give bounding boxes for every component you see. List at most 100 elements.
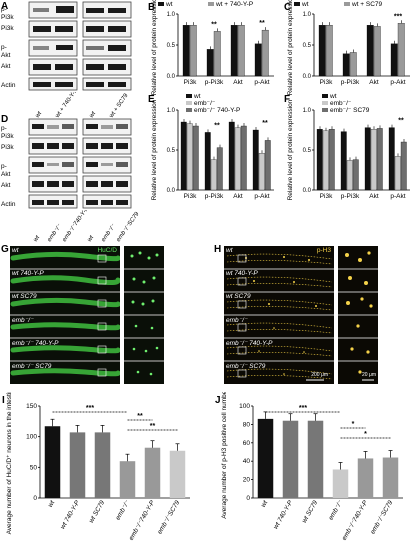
chart-f-legend-label: emb⁻/⁻ xyxy=(330,100,352,107)
chart-f-bar xyxy=(322,130,329,191)
chart-b-bar xyxy=(230,25,238,77)
chart-e-y-tick-label: 1.0 xyxy=(167,108,176,114)
chart-j-bar xyxy=(282,420,299,498)
chart-e-bar xyxy=(228,121,235,191)
chart-e-bar xyxy=(204,132,211,191)
micrograph-h-insets: 20 μm xyxy=(338,246,378,384)
chart-b-bar xyxy=(189,25,197,77)
chart-c-legend-swatch xyxy=(294,2,300,6)
chart-c-y-label: Relative level of protein expression xyxy=(287,0,294,95)
chart-f-bar xyxy=(316,129,323,191)
wb-d-row-label: Pi3k xyxy=(1,144,14,151)
chart-b-bar xyxy=(213,31,221,77)
chart-j-bar xyxy=(257,418,274,498)
micrograph-g-main: wt wt 740-Y-P wt SC79 emb⁻/⁻ emb⁻/⁻ 740-… xyxy=(10,246,120,384)
chart-i-y-tick-label: 150 xyxy=(26,403,37,410)
micrograph-h-scale-label: 200 μm xyxy=(311,372,328,378)
chart-e-significance-marker: ** xyxy=(214,122,220,129)
chart-f-legend-swatch xyxy=(322,94,328,98)
chart-i-bar xyxy=(94,432,111,498)
chart-c-bar xyxy=(397,23,405,77)
chart-j-y-tick-label: 80 xyxy=(243,421,251,428)
chart-b-x-tick-label: p-Pi3k xyxy=(205,79,224,86)
wb-a-row-label: p-Pi3k xyxy=(1,6,14,21)
chart-b-y-tick-label: 0.5 xyxy=(167,43,176,49)
wb-a-row-label: Akt xyxy=(1,63,11,70)
chart-b-y-tick-label: 1.0 xyxy=(167,12,176,18)
chart-f-legend-label: wt xyxy=(329,93,337,100)
chart-i-bar xyxy=(144,447,161,498)
chart-j-x-tick-label: wt SC79 xyxy=(301,499,320,524)
chart-e-bar xyxy=(216,147,223,191)
wb-d-lane-label: emb⁻/⁻SC79 xyxy=(116,211,141,243)
chart-f-bar xyxy=(376,128,383,191)
micrograph-g-inset-cells xyxy=(124,251,164,376)
micrograph-g-label: wt SC79 xyxy=(12,293,37,300)
chart-e: E 0.0 0.5 1.0 Relative level of protein expr… xyxy=(148,93,274,200)
panel-label-a: A xyxy=(1,1,9,12)
chart-i-x-tick-label: emb⁻/⁻ xyxy=(115,499,132,521)
chart-e-significance-marker: ** xyxy=(262,120,268,127)
micrograph-h-label: emb⁻/⁻ xyxy=(226,317,248,324)
chart-c-y-tick-label: 1.0 xyxy=(303,12,312,18)
chart-e-bar xyxy=(186,123,193,191)
chart-f-y-tick-label: 0.0 xyxy=(303,188,312,194)
micrograph-h-label: wt SC79 xyxy=(226,293,251,300)
chart-e-y-tick-label: 0.0 xyxy=(167,188,176,194)
chart-e-legend-swatch xyxy=(186,108,192,112)
chart-b-bar xyxy=(261,29,269,77)
chart-j-bar xyxy=(357,458,374,498)
chart-c-x-tick-label: Akt xyxy=(369,79,379,86)
chart-j-bar xyxy=(382,457,399,498)
wb-a-row-label: Actin xyxy=(1,82,16,89)
chart-e-y-tick-label: 0.5 xyxy=(167,148,176,154)
chart-j-x-tick-label: emb⁻/⁻SC79 xyxy=(369,499,394,535)
chart-i-x-tick-label: wt xyxy=(47,498,57,508)
micrograph-h-label: wt 740-Y-P xyxy=(226,270,258,277)
chart-f-significance-marker: ** xyxy=(398,118,404,125)
micrograph-g-label: emb⁻/⁻ xyxy=(12,317,34,324)
chart-f-bar xyxy=(328,129,335,191)
chart-c-bar xyxy=(349,52,357,77)
chart-b-bar xyxy=(182,25,190,77)
micrograph-h-label: wt xyxy=(226,247,233,254)
chart-i-y-tick-label: 100 xyxy=(26,434,37,441)
chart-j-significance-marker: * xyxy=(352,421,355,428)
chart-j-y-tick-label: 20 xyxy=(243,477,251,484)
chart-j-y-label: Average number of p-H3 positive cell num… xyxy=(221,392,228,519)
chart-i-x-tick-label: emb⁻/⁻740-Y-P xyxy=(128,499,157,542)
chart-c-x-tick-label: p-Akt xyxy=(390,79,405,86)
chart-b: B 0.0 0.5 1.0 Relative level of protein expr… xyxy=(148,0,274,95)
chart-e-legend-swatch xyxy=(186,94,192,98)
chart-e-bar xyxy=(252,129,259,191)
chart-j-x-tick-label: wt xyxy=(260,498,270,508)
micrograph-h-inset-scale-label: 20 μm xyxy=(362,372,376,378)
panel-label-d: D xyxy=(1,114,9,125)
chart-c-legend-label: wt xyxy=(301,1,309,8)
wb-a-lane-label: wt + SC79 xyxy=(108,92,130,120)
chart-f-y-tick-label: 0.5 xyxy=(303,148,312,154)
chart-f-legend-swatch xyxy=(322,101,328,105)
chart-i-y-tick-label: 0 xyxy=(33,495,37,502)
chart-c-bar xyxy=(373,26,381,77)
chart-i-bar xyxy=(119,461,136,498)
chart-j-y-tick-label: 100 xyxy=(239,403,250,410)
chart-e-legend-swatch xyxy=(186,101,192,105)
chart-j-y-tick-label: 60 xyxy=(243,440,251,447)
wb-a-lane-label: wt + 740-Y-P xyxy=(54,92,79,120)
chart-f-bar xyxy=(340,131,347,191)
chart-e-x-tick-label: Akt xyxy=(233,193,243,200)
micrograph-g-label: wt 740-Y-P xyxy=(12,270,44,277)
chart-c-bar xyxy=(325,25,333,77)
chart-i-x-tick-label: emb⁻/⁻SC79 xyxy=(156,499,181,535)
micrograph-h-label: emb⁻/⁻ SC79 xyxy=(226,363,266,370)
chart-b-y-label: Relative level of protein expression xyxy=(151,0,158,95)
micrograph-h-label: emb⁻/⁻ 740-Y-P xyxy=(226,340,273,347)
chart-c-bar xyxy=(342,53,350,77)
chart-b-significance-marker: ** xyxy=(259,20,265,27)
chart-e-legend-label: emb⁻/⁻ 740-Y-P xyxy=(194,107,240,114)
chart-b-y-tick-label: 0.0 xyxy=(167,74,176,80)
chart-f-bar xyxy=(352,159,359,191)
chart-f-letter: F xyxy=(284,94,290,105)
chart-c-significance-marker: *** xyxy=(394,13,402,20)
